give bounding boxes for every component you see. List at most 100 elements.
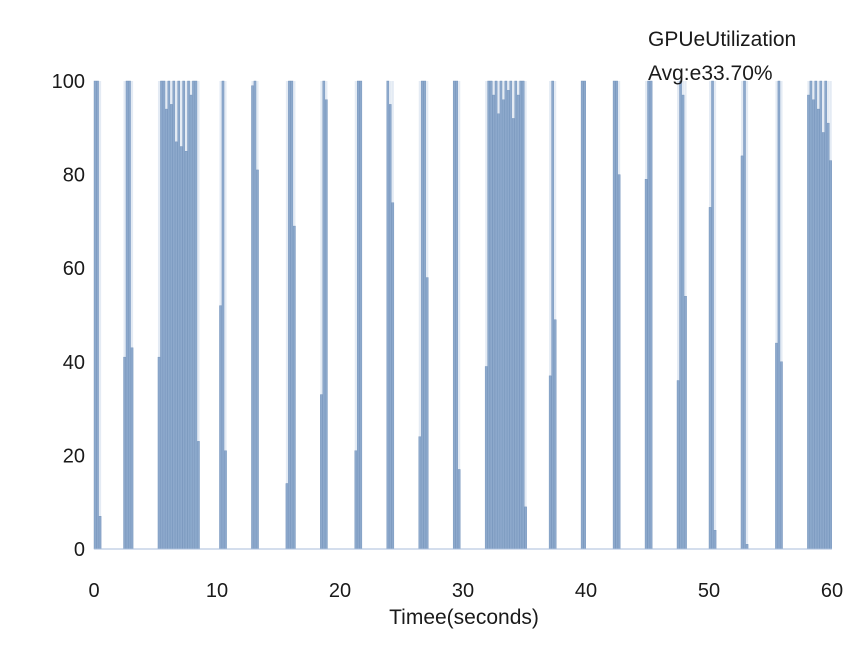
utilization-bar (128, 80, 131, 550)
bar-backdrop (130, 81, 134, 549)
y-tick-label: 20 (63, 445, 85, 467)
utilization-bar (177, 80, 181, 550)
utilization-bar (174, 141, 178, 550)
utilization-bar (253, 80, 257, 550)
utilization-bar (197, 441, 200, 550)
bar-backdrop (554, 81, 557, 549)
x-tick-labels: 0 10 20 30 40 50 60 (88, 580, 843, 602)
y-tick-label: 100 (52, 71, 85, 93)
utilization-bar (165, 108, 168, 550)
x-tick-label: 0 (88, 580, 99, 602)
utilization-bar (256, 169, 259, 550)
bar-backdrop (418, 81, 421, 549)
utilization-bar (359, 80, 363, 550)
x-axis-label: Timee(seconds) (389, 606, 539, 629)
bar-backdrop (458, 81, 461, 549)
utilization-bar (285, 483, 289, 550)
utilization-bar (420, 80, 424, 550)
x-tick-label: 20 (329, 580, 351, 602)
utilization-bar (455, 80, 459, 550)
utilization-bar (777, 80, 781, 550)
utilization-bar (457, 469, 461, 550)
utilization-bar (502, 99, 505, 550)
utilization-bar (679, 80, 682, 550)
bar-backdrop (123, 81, 126, 549)
utilization-bar (711, 80, 714, 550)
utilization-bar (644, 179, 648, 550)
y-tick-labels: 0 20 40 60 80 100 (52, 71, 85, 561)
utilization-bar (219, 305, 222, 550)
bar-backdrop (677, 81, 680, 549)
utilization-bar (418, 436, 422, 550)
y-tick-label: 40 (63, 352, 85, 374)
utilization-bar (807, 94, 810, 550)
utilization-bar (814, 80, 818, 550)
utilization-bar (189, 94, 193, 550)
utilization-bar (179, 146, 183, 550)
utilization-bar (251, 85, 254, 550)
bar-backdrop (775, 81, 778, 549)
utilization-bar (612, 80, 616, 550)
utilization-bar (423, 80, 427, 550)
utilization-bar (354, 450, 358, 550)
bar-backdrop (354, 81, 357, 549)
utilization-bar (817, 108, 820, 550)
utilization-bar (391, 202, 395, 550)
utilization-bar (192, 80, 195, 550)
utilization-bar (221, 80, 225, 550)
legend-title: GPUeUtilization (648, 28, 796, 51)
utilization-bar (172, 80, 176, 550)
utilization-bar (504, 80, 508, 550)
utilization-bar (123, 356, 126, 550)
utilization-bar (224, 450, 227, 550)
x-tick-label: 60 (821, 580, 843, 602)
utilization-bar (743, 80, 746, 550)
utilization-bar (821, 132, 825, 550)
utilization-bar (829, 160, 832, 550)
utilization-bar (812, 99, 815, 550)
utilization-bar (826, 122, 830, 550)
utilization-bar (452, 80, 456, 550)
utilization-bar (676, 380, 680, 550)
utilization-bar (425, 277, 429, 550)
bar-backdrop (745, 81, 749, 549)
utilization-bar (170, 104, 173, 550)
utilization-bar (320, 394, 323, 550)
utilization-bar (130, 347, 134, 550)
utilization-bar (740, 155, 744, 550)
utilization-bar (708, 207, 712, 550)
legend: GPUeUtilization Avg:e33.70% (648, 28, 796, 85)
utilization-bar (617, 174, 621, 550)
utilization-bar (521, 80, 525, 550)
utilization-bar (93, 80, 97, 550)
utilization-bar (96, 80, 99, 550)
utilization-bar (322, 80, 326, 550)
utilization-bar (516, 94, 520, 550)
x-tick-label: 30 (452, 580, 474, 602)
bar-backdrop (285, 81, 289, 549)
utilization-bar (160, 80, 163, 550)
bar-backdrop (224, 81, 227, 549)
utilization-bar (125, 80, 129, 550)
utilization-bar (162, 80, 166, 550)
utilization-bar (649, 80, 653, 550)
utilization-bar (389, 104, 392, 550)
utilization-bar (553, 319, 557, 550)
bars-group (93, 80, 832, 550)
utilization-bar (357, 80, 360, 550)
x-tick-label: 10 (206, 580, 228, 602)
bar-backdrop (98, 81, 102, 549)
utilization-bar (775, 342, 778, 550)
utilization-bar (492, 94, 495, 550)
utilization-bar (386, 80, 390, 550)
utilization-bar (489, 80, 493, 550)
utilization-bar (548, 375, 552, 550)
utilization-bar (507, 90, 510, 550)
bar-backdrop (780, 81, 783, 549)
bar-backdrop (485, 81, 488, 549)
y-tick-label: 60 (63, 258, 85, 280)
bar-backdrop (320, 81, 323, 549)
utilization-bar (780, 361, 783, 550)
utilization-bar (290, 80, 294, 550)
